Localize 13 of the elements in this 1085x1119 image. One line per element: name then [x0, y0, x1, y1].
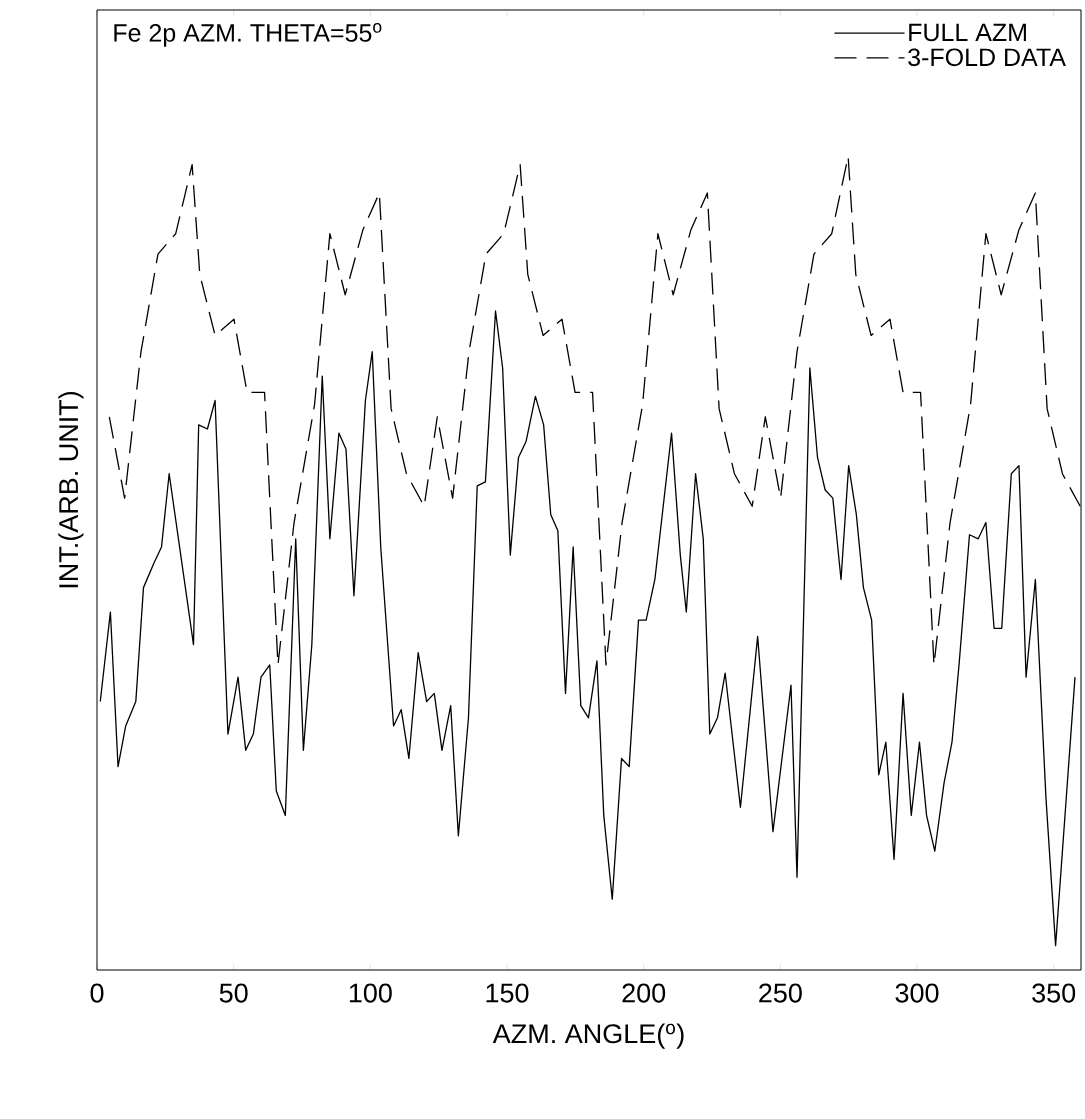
x-tick-label: 300: [895, 983, 939, 1003]
x-tick-label: 100: [349, 983, 392, 1003]
legend-label: FULL AZM: [909, 23, 1026, 42]
y-axis-title: INT.(ARB. UNIT): [58, 391, 84, 588]
x-tick-label: 200: [622, 983, 666, 1003]
legend-label: 3-FOLD DATA: [908, 48, 1066, 67]
x-tick-label: 250: [759, 983, 802, 1003]
chart-title: Fe 2p AZM. THETA=55$^{o}$: [114, 23, 382, 47]
x-tick-label: 150: [486, 983, 529, 1003]
x-axis-title: AZM. ANGLE($^{o}$): [492, 1023, 684, 1049]
x-tick-label: 350: [1032, 983, 1076, 1003]
x-tick-label: 0: [90, 983, 104, 1003]
x-tick-label: 50: [219, 983, 248, 1003]
